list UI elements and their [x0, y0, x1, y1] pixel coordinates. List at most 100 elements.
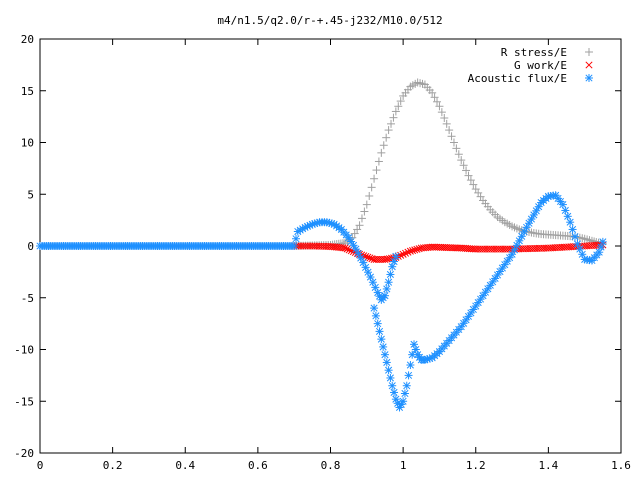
data-point [428, 88, 437, 97]
data-point [466, 176, 475, 185]
data-point [389, 113, 398, 122]
data-point [339, 244, 347, 252]
data-point [390, 257, 399, 266]
data-point [362, 200, 371, 209]
data-point [400, 389, 409, 398]
data-point [390, 388, 399, 397]
data-point [408, 350, 417, 359]
data-point [386, 270, 395, 279]
y-tick-label: 10 [21, 137, 34, 150]
data-point [404, 371, 413, 380]
data-point [384, 366, 393, 375]
data-point [442, 119, 451, 128]
data-point [399, 397, 408, 406]
axis-ticks: 0 0.2 0.4 0.6 0.8 1 1.2 1.4 1.6 20 15 10 5 0 -5 -10 -15 -… [14, 33, 631, 472]
data-point [406, 247, 414, 255]
series-0 [290, 78, 607, 250]
legend-marker [585, 48, 593, 56]
data-point [386, 373, 395, 382]
x-tick-label: 1.6 [611, 459, 631, 472]
data-point [292, 234, 301, 243]
x-tick-label: 1 [400, 459, 407, 472]
data-point [365, 191, 374, 200]
data-point [433, 97, 442, 106]
data-point [382, 358, 391, 367]
data-point [381, 255, 389, 264]
data-point [454, 150, 463, 159]
data-point [411, 246, 419, 254]
data-point [367, 183, 376, 192]
data-point [440, 114, 449, 123]
data-point [373, 319, 382, 328]
x-tick-label: 0 [37, 459, 44, 472]
data-point [404, 248, 412, 256]
data-point [366, 254, 374, 262]
data-point [373, 288, 382, 297]
data-point [413, 245, 421, 253]
y-tick-label: -5 [21, 292, 34, 305]
x-tick-label: 1.4 [538, 459, 558, 472]
y-tick-label: 0 [27, 240, 34, 253]
y-tick-label: -10 [14, 344, 34, 357]
data-point [435, 102, 444, 111]
data-point [471, 302, 480, 311]
data-point [459, 161, 468, 170]
data-point [462, 166, 471, 175]
legend-marker [585, 61, 593, 69]
data-point [415, 245, 423, 253]
data-point [370, 174, 379, 183]
data-point [387, 119, 396, 128]
series-1 [290, 241, 607, 264]
data-point [372, 166, 381, 175]
y-tick-label: -20 [14, 447, 34, 460]
data-point [409, 247, 417, 255]
data-point [379, 342, 388, 351]
data-point [388, 381, 397, 390]
data-point [368, 255, 376, 263]
data-point [375, 327, 384, 336]
data-point [430, 93, 439, 102]
data-point [437, 108, 446, 117]
data-point [385, 255, 393, 263]
x-tick-label: 0.6 [248, 459, 268, 472]
data-point [447, 132, 456, 141]
series-2 [36, 191, 607, 412]
data-point [360, 207, 369, 216]
y-tick-label: -15 [14, 395, 34, 408]
legend-label: R stress/E [501, 46, 567, 59]
data-point [341, 244, 349, 252]
data-point [406, 361, 415, 370]
data-point [343, 245, 351, 253]
data-point [374, 157, 383, 166]
data-point [445, 126, 454, 135]
data-point [384, 278, 393, 287]
data-point [382, 284, 391, 293]
legend-label: Acoustic flux/E [468, 72, 567, 85]
data-point [449, 138, 458, 147]
data-point [394, 102, 403, 111]
legend-label: G work/E [514, 59, 567, 72]
data-point [391, 252, 400, 261]
data-point [382, 133, 391, 142]
data-point [566, 218, 575, 227]
y-tick-label: 15 [21, 85, 34, 98]
data-point [571, 232, 580, 241]
data-point [377, 148, 386, 157]
data-point [391, 107, 400, 116]
chart-title: m4/n1.5/q2.0/r-+.45-j232/M10.0/512 [217, 14, 442, 27]
legend-marker [585, 74, 593, 82]
data-point [402, 381, 411, 390]
data-point [469, 180, 478, 189]
data-point [568, 225, 577, 234]
data-point [370, 304, 379, 313]
data-marks [36, 78, 607, 412]
data-point [464, 171, 473, 180]
y-tick-label: 5 [27, 188, 34, 201]
data-point [457, 156, 466, 165]
x-tick-label: 0.8 [321, 459, 341, 472]
data-point [401, 249, 410, 257]
data-point [452, 144, 461, 153]
